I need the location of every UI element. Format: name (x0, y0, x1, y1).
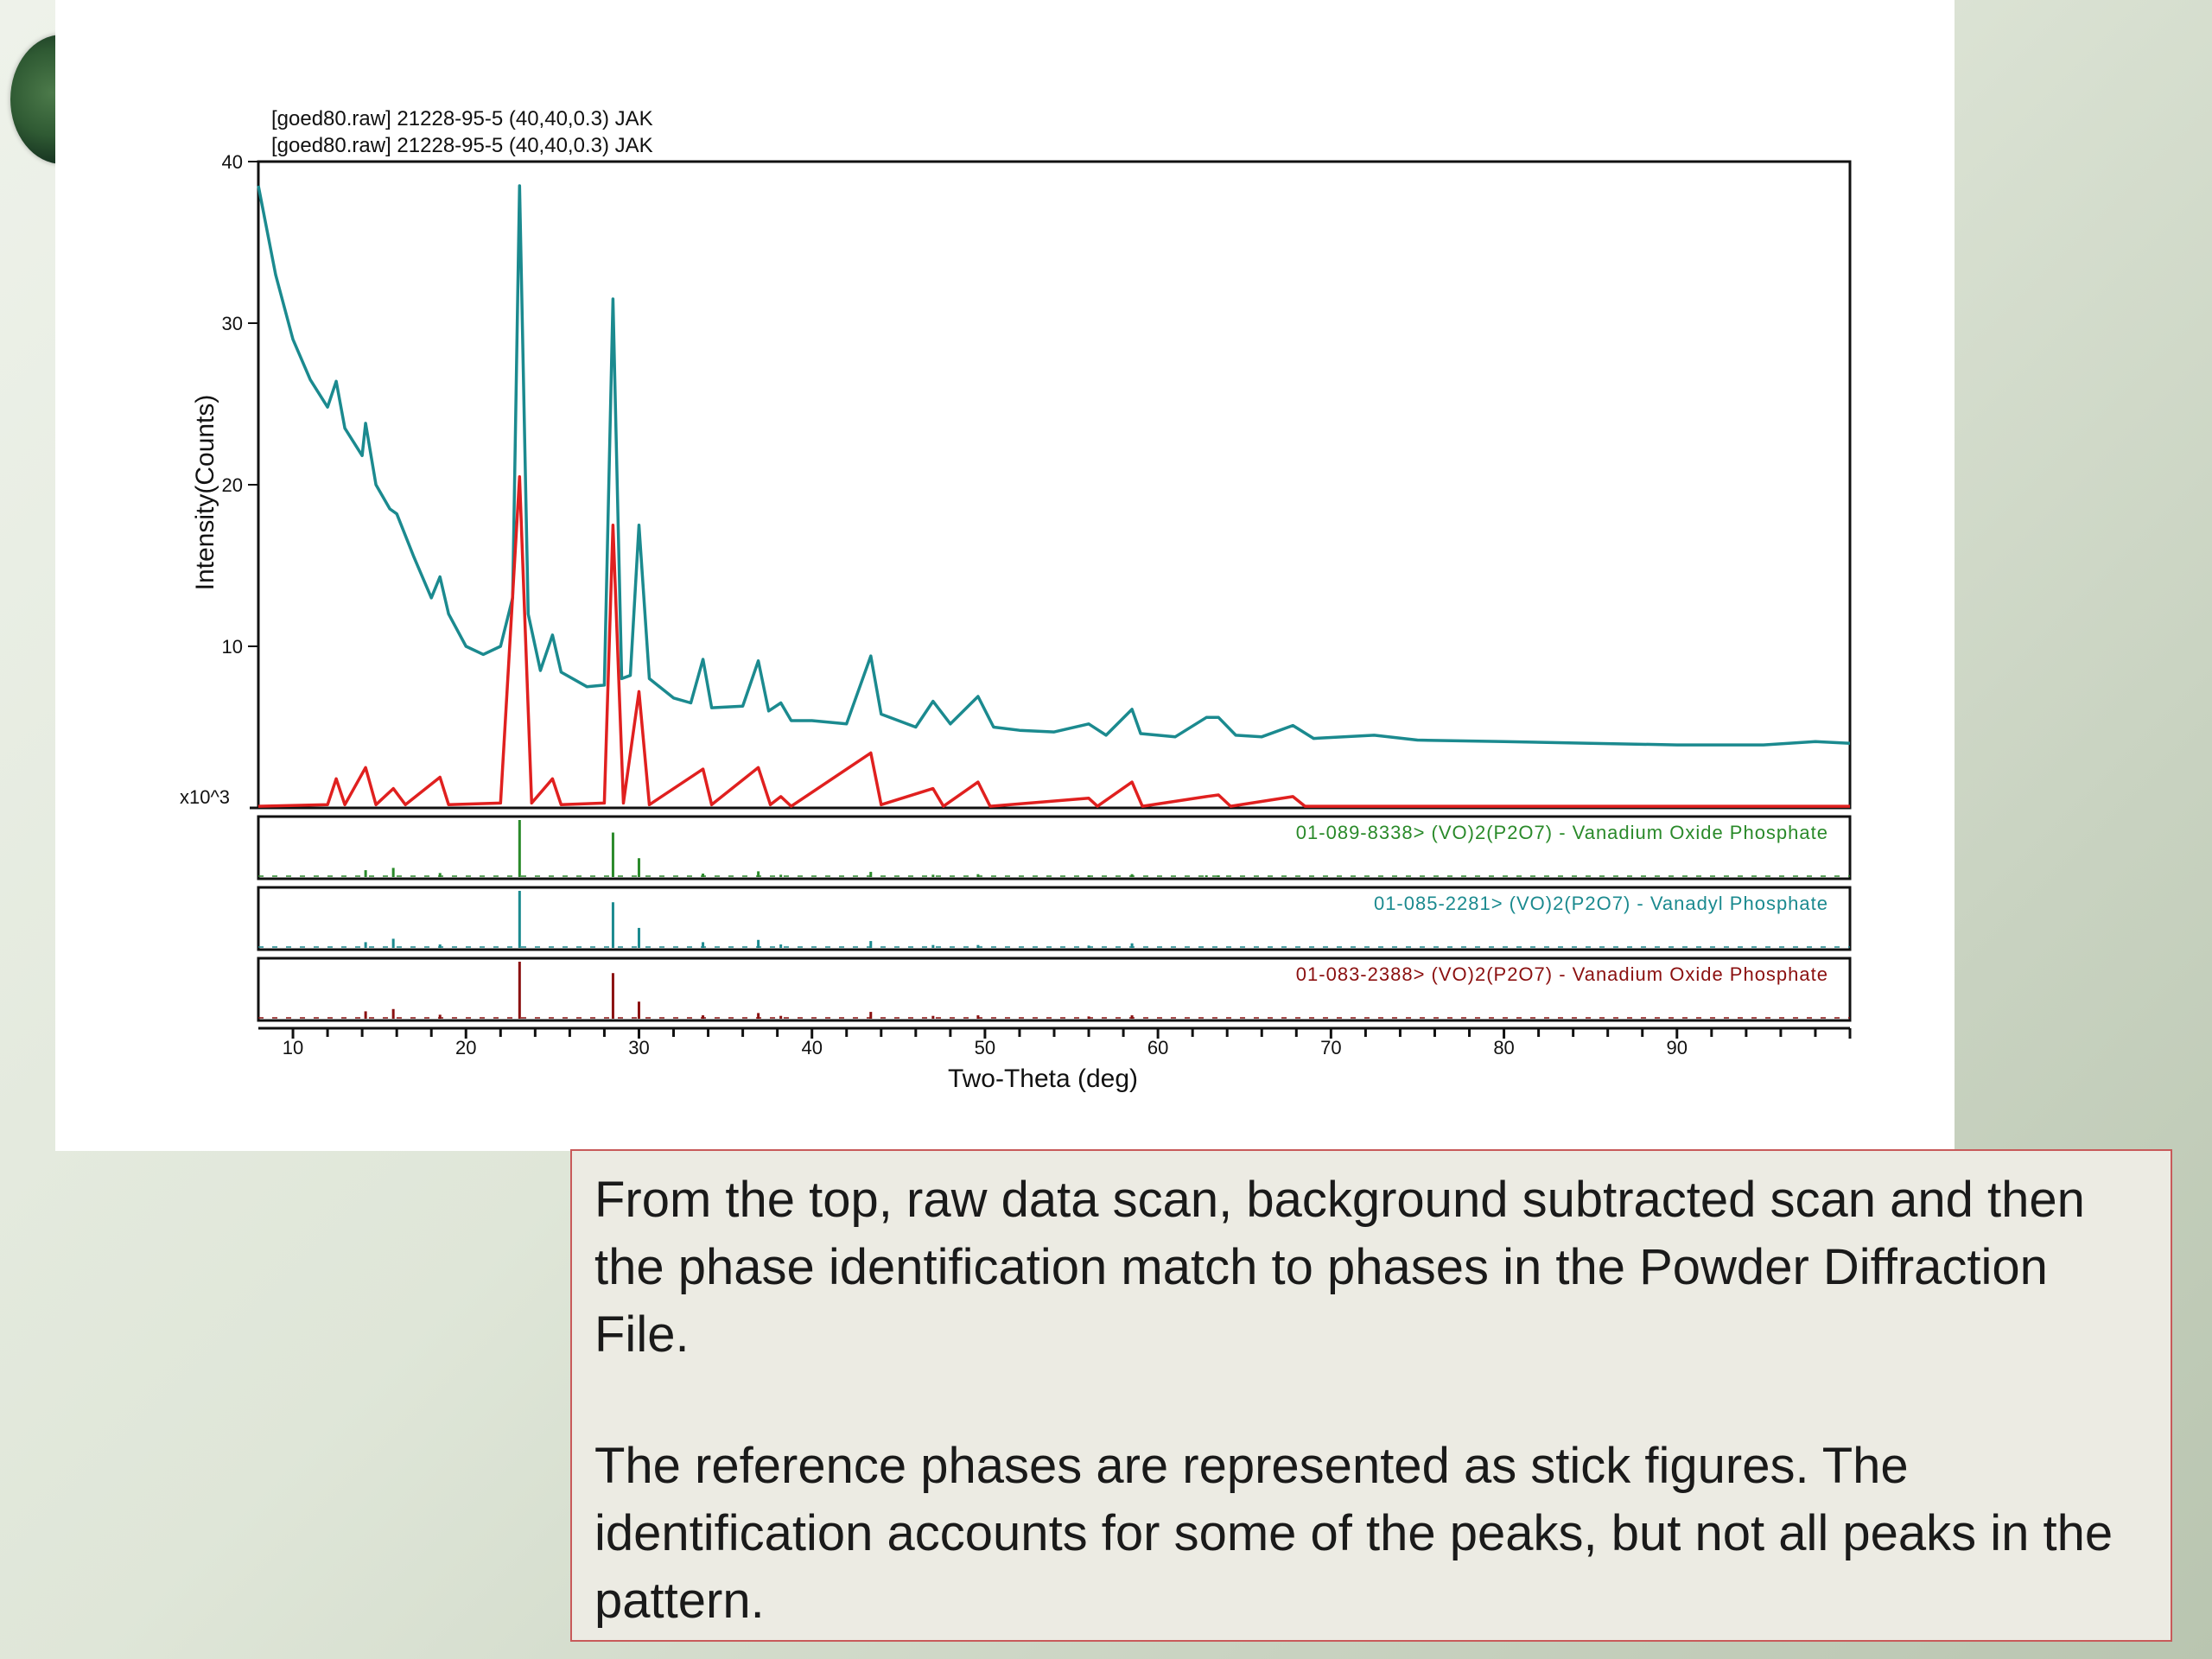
y-tick-label: 20 (222, 474, 243, 496)
x-tick-label: 40 (801, 1037, 822, 1058)
x-tick-label: 50 (975, 1037, 995, 1058)
reference-label-1: 01-085-2281> (VO)2(P2O7) - Vanadyl Phosp… (1374, 893, 1828, 914)
y-axis-label: Intensity(Counts) (191, 395, 219, 591)
y-tick-label: 30 (222, 313, 243, 334)
y-tick-label: 10 (222, 636, 243, 658)
x-tick-label: 20 (455, 1037, 476, 1058)
legend-entry-subtracted: [goed80.raw] 21228-95-5 (40,40,0.3) JAK (271, 134, 653, 157)
plot-frame (257, 160, 1852, 810)
x-tick-label: 30 (628, 1037, 649, 1058)
reference-panel-2 (257, 957, 1852, 1022)
series-line-1 (257, 474, 1850, 808)
reference-panel-0 (257, 815, 1852, 880)
y-multiplier-label: x10^3 (180, 786, 230, 808)
reference-label-0: 01-089-8338> (VO)2(P2O7) - Vanadium Oxid… (1296, 822, 1828, 843)
x-tick-label: 80 (1493, 1037, 1514, 1058)
caption-paragraph-1: From the top, raw data scan, background … (594, 1172, 2085, 1363)
xrd-figure: [goed80.raw] 21228-95-5 (40,40,0.3) JAK … (55, 0, 1955, 1151)
caption-box: From the top, raw data scan, background … (570, 1149, 2172, 1642)
x-axis-label: Two-Theta (deg) (948, 1065, 1138, 1093)
chart-legend: [goed80.raw] 21228-95-5 (40,40,0.3) JAK … (271, 107, 653, 157)
series-line-0 (257, 184, 1851, 747)
x-tick-label: 60 (1147, 1037, 1168, 1058)
x-tick-label: 10 (283, 1037, 303, 1058)
caption-paragraph-2: The reference phases are represented as … (594, 1438, 2113, 1629)
xrd-chart: [goed80.raw] 21228-95-5 (40,40,0.3) JAK … (180, 107, 1852, 1093)
reference-label-2: 01-083-2388> (VO)2(P2O7) - Vanadium Oxid… (1296, 963, 1828, 985)
reference-panel-1 (257, 886, 1852, 951)
plot-area: 10 20 30 40 01-089-8338> (VO)2(P2O7) - Vanad… (222, 151, 1852, 1058)
legend-entry-raw: [goed80.raw] 21228-95-5 (40,40,0.3) JAK (271, 107, 653, 130)
y-tick-label: 40 (222, 151, 243, 173)
x-tick-label: 70 (1320, 1037, 1341, 1058)
x-tick-label: 90 (1667, 1037, 1688, 1058)
